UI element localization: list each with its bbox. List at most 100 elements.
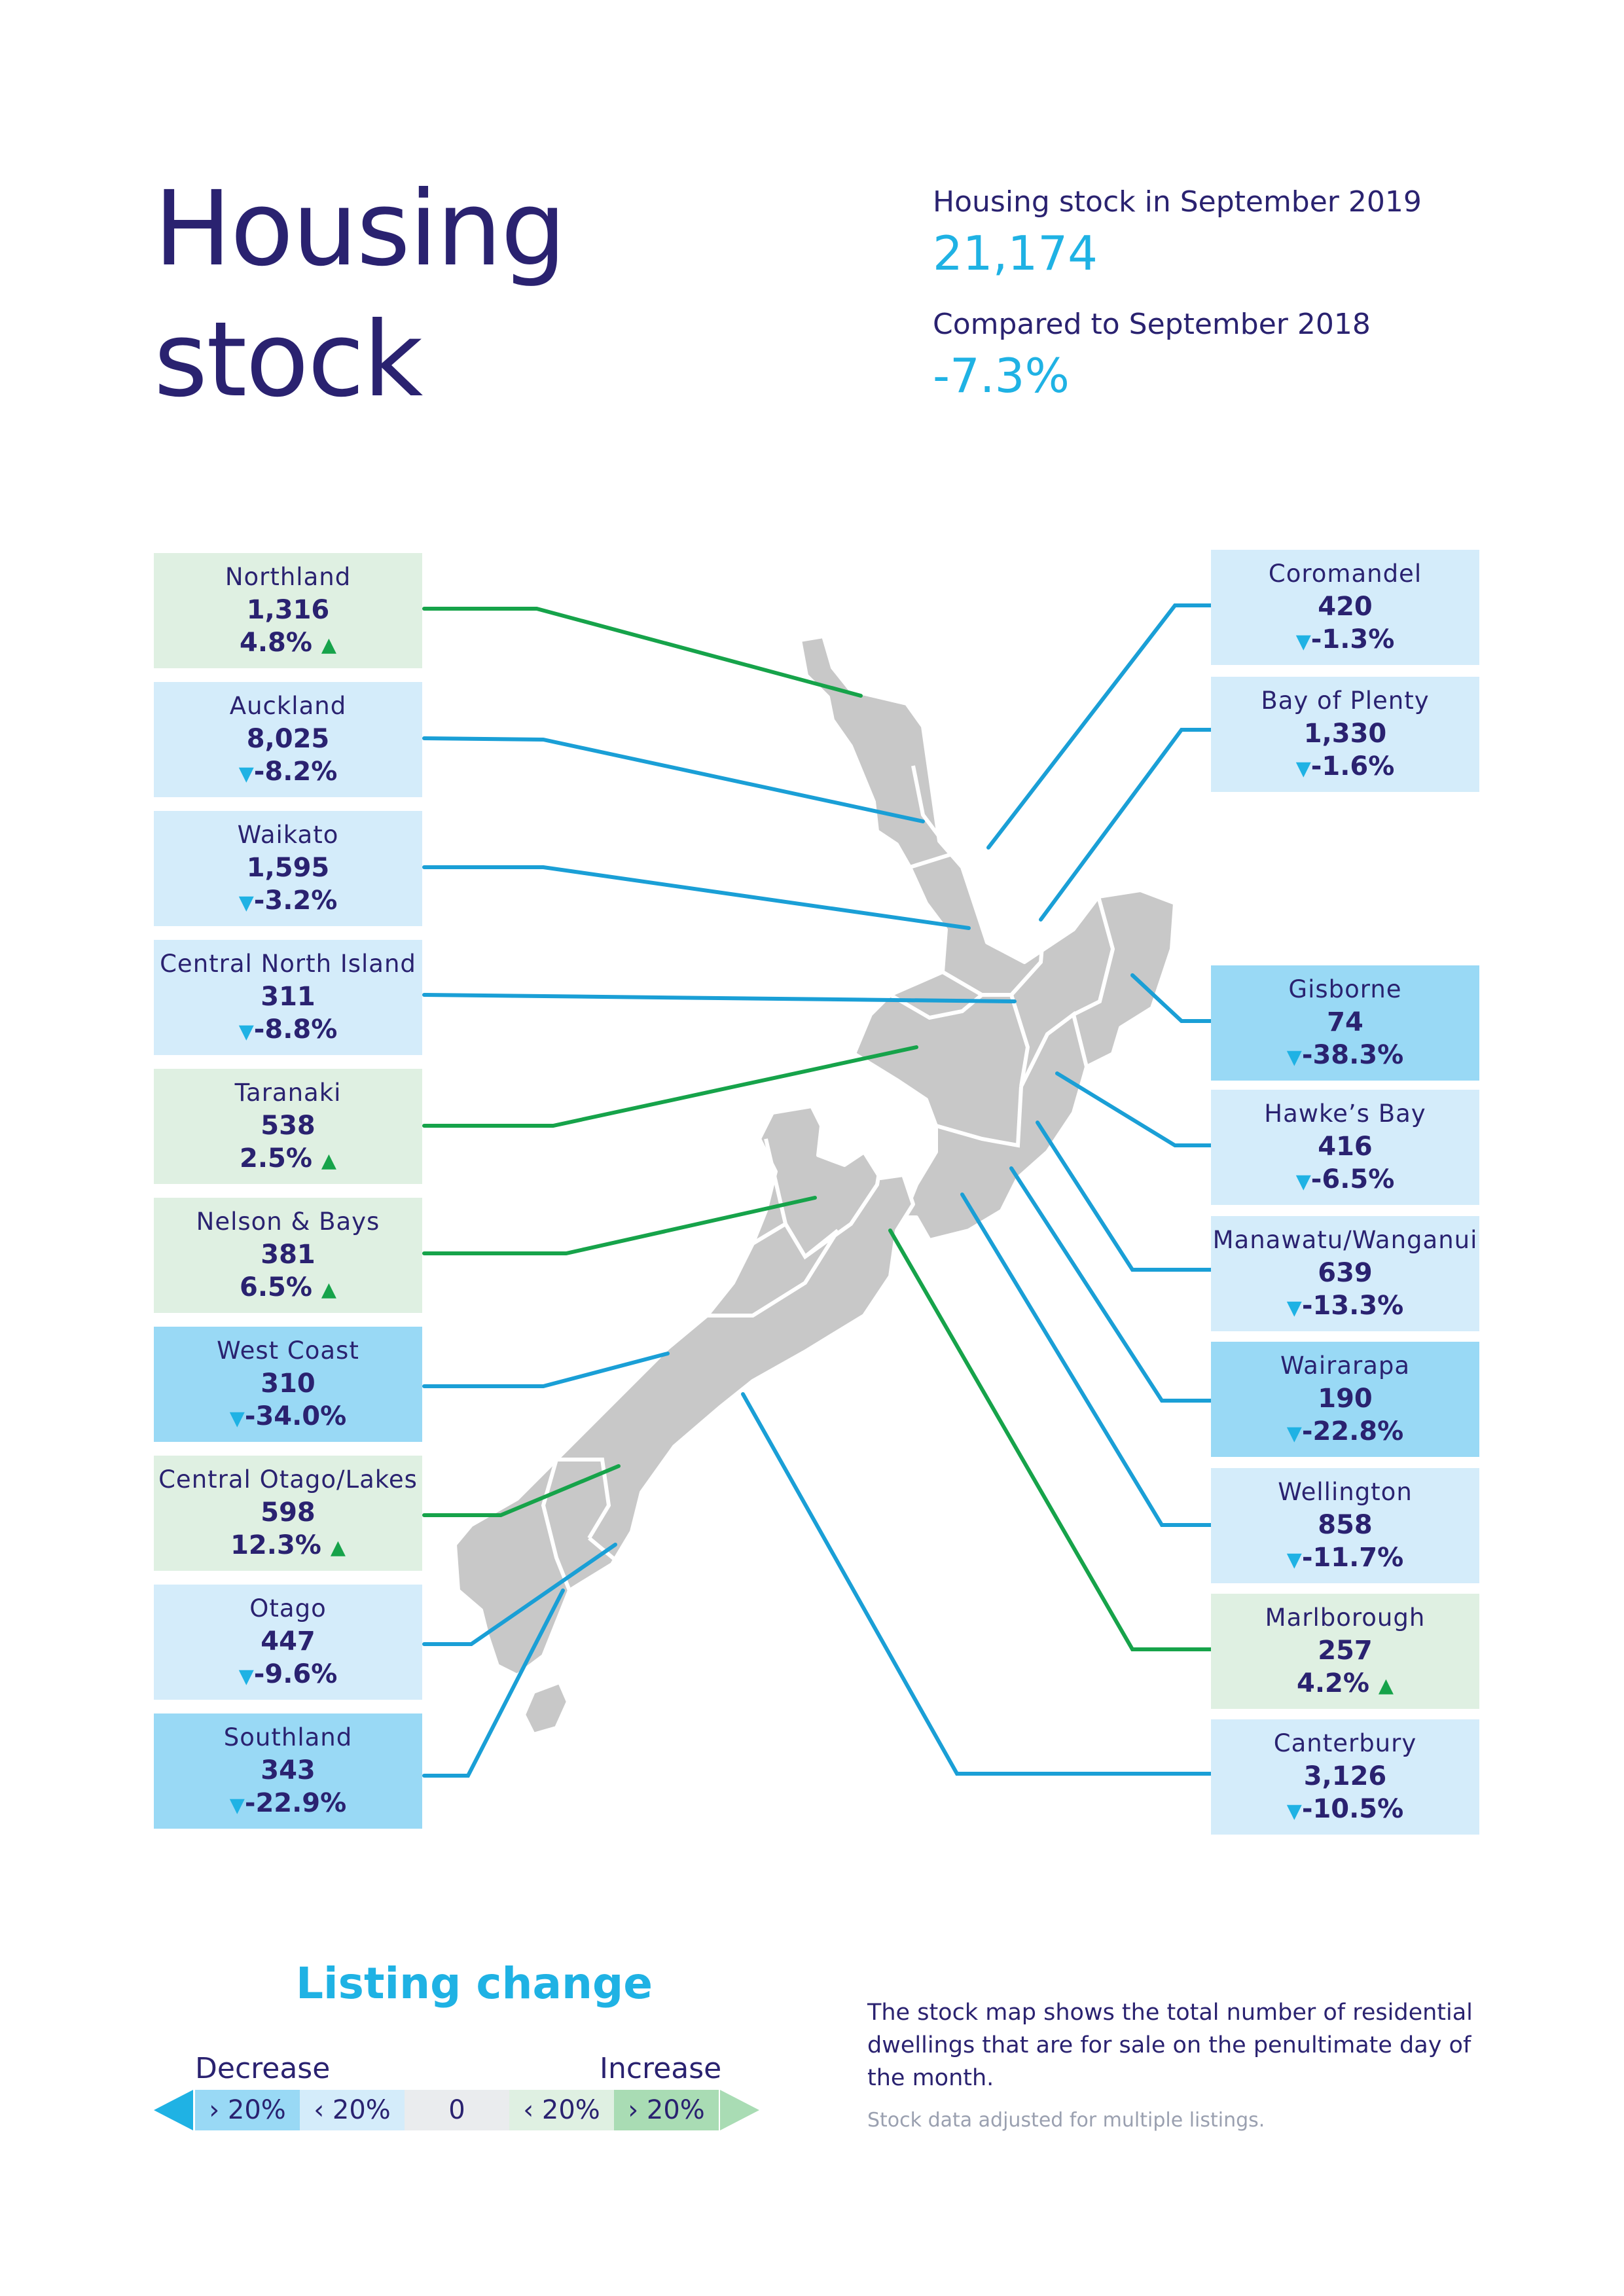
region-stock-value: 74 — [1327, 1007, 1363, 1037]
border-otago-lakes — [556, 1458, 611, 1539]
region-name: Waikato — [237, 821, 339, 849]
region-change-value: -22.8% — [1301, 1416, 1404, 1446]
legend-arrow-left-icon — [154, 2090, 193, 2130]
border-auckland-waikato — [909, 848, 989, 943]
region-change-value: 4.2% — [1297, 1668, 1369, 1698]
region-name: Wellington — [1278, 1478, 1413, 1506]
triangle-down-icon: ▼ — [238, 1665, 254, 1688]
region-box-nelson-bays: Nelson & Bays 381 6.5% ▲ — [154, 1198, 422, 1313]
leader-line-nelson-bays — [422, 1196, 817, 1255]
region-stock-value: 257 — [1318, 1636, 1373, 1666]
region-change: ▼-34.0% — [154, 1400, 422, 1435]
triangle-down-icon: ▼ — [1286, 1549, 1302, 1571]
region-change-value: -8.2% — [253, 757, 338, 787]
region-box-taranaki: Taranaki 538 2.5% ▲ — [154, 1069, 422, 1184]
leader-line-gisborne — [1130, 973, 1213, 1023]
region-name: Manawatu/Wanganui — [1212, 1226, 1478, 1254]
border-cni — [941, 970, 1030, 1087]
region-change: ▼-9.6% — [154, 1658, 422, 1693]
triangle-down-icon: ▼ — [1286, 1422, 1302, 1445]
legend-segment-decrease-under-20: ‹ 20% — [300, 2090, 405, 2130]
triangle-down-icon: ▼ — [238, 1020, 254, 1043]
region-change-value: 6.5% — [240, 1272, 312, 1302]
region-box-central-north-island: Central North Island 311 ▼-8.8% — [154, 940, 422, 1055]
triangle-up-icon: ▲ — [1378, 1674, 1394, 1697]
border-hawkesbay — [1019, 1011, 1089, 1088]
north-island-borders — [889, 765, 1115, 1148]
triangle-down-icon: ▼ — [1295, 1170, 1311, 1193]
stewart-island-shape — [522, 1680, 570, 1736]
region-stock-value: 310 — [261, 1369, 316, 1399]
compare-label: Compared to September 2018 — [933, 308, 1371, 341]
border-waikato-bop — [985, 880, 1050, 997]
legend-segment-increase-under-20: ‹ 20% — [509, 2090, 614, 2130]
triangle-down-icon: ▼ — [1286, 1297, 1302, 1319]
triangle-up-icon: ▲ — [321, 1149, 336, 1172]
region-name: Central Otago/Lakes — [158, 1465, 418, 1494]
page-title: Housing stock — [154, 164, 566, 425]
region-change-value: -11.7% — [1301, 1543, 1404, 1573]
leader-line-central-north-island — [422, 993, 1017, 1003]
leader-line-otago — [422, 1543, 617, 1646]
region-stock-value: 190 — [1318, 1384, 1373, 1414]
region-box-southland: Southland 343 ▼-22.9% — [154, 1713, 422, 1829]
region-change: 12.3% ▲ — [154, 1529, 422, 1564]
region-change-value: -6.5% — [1310, 1164, 1395, 1194]
region-stock-value: 598 — [261, 1498, 316, 1528]
region-box-central-otago-lakes: Central Otago/Lakes 598 12.3% ▲ — [154, 1456, 422, 1571]
leader-line-west-coast — [422, 1352, 670, 1388]
region-box-gisborne: Gisborne 74 ▼-38.3% — [1211, 965, 1479, 1081]
region-box-otago: Otago 447 ▼-9.6% — [154, 1585, 422, 1700]
region-stock-value: 447 — [261, 1626, 316, 1657]
region-change: ▼-11.7% — [1211, 1541, 1479, 1577]
region-change: ▼-1.3% — [1211, 623, 1479, 658]
leader-line-marlborough — [888, 1229, 1213, 1651]
region-name: Northland — [225, 563, 352, 591]
leader-line-southland — [422, 1588, 565, 1778]
region-change: ▼-22.9% — [154, 1787, 422, 1822]
border-gisborne — [1072, 896, 1115, 1016]
region-box-northland: Northland 1,316 4.8% ▲ — [154, 553, 422, 668]
region-name: Hawke’s Bay — [1264, 1100, 1426, 1128]
region-name: Canterbury — [1273, 1729, 1417, 1757]
legend-segment-increase-over-20: › 20% — [614, 2090, 719, 2130]
region-change-value: -1.6% — [1310, 751, 1395, 781]
leader-line-coromandel — [986, 603, 1213, 850]
region-change: 2.5% ▲ — [154, 1142, 422, 1177]
south-island-shape — [453, 1104, 915, 1677]
leader-line-canterbury — [741, 1392, 1213, 1776]
border-otago — [569, 1536, 632, 1600]
region-change-value: -8.8% — [253, 1014, 338, 1045]
region-change-value: -3.2% — [253, 886, 338, 916]
region-box-west-coast: West Coast 310 ▼-34.0% — [154, 1327, 422, 1442]
legend-segment-decrease-over-20: › 20% — [195, 2090, 300, 2130]
region-stock-value: 343 — [261, 1755, 316, 1785]
region-name: Central North Island — [160, 950, 416, 978]
region-stock-value: 538 — [261, 1111, 316, 1141]
region-change: 4.2% ▲ — [1211, 1667, 1479, 1702]
region-box-auckland: Auckland 8,025 ▼-8.2% — [154, 682, 422, 797]
region-name: Taranaki — [234, 1079, 342, 1107]
leader-line-hawke-s-bay — [1055, 1071, 1213, 1147]
map-description: The stock map shows the total number of … — [867, 2000, 1473, 2091]
stock-label: Housing stock in September 2019 — [933, 185, 1422, 219]
triangle-up-icon: ▲ — [330, 1536, 346, 1559]
region-stock-value: 1,595 — [246, 853, 330, 883]
region-change-value: -13.3% — [1301, 1291, 1404, 1321]
region-change: ▼-8.2% — [154, 755, 422, 791]
region-box-wellington: Wellington 858 ▼-11.7% — [1211, 1468, 1479, 1583]
region-name: Nelson & Bays — [196, 1208, 380, 1236]
region-name: Wairarapa — [1280, 1352, 1411, 1380]
region-box-manawatu-wanganui: Manawatu/Wanganui 639 ▼-13.3% — [1211, 1216, 1479, 1331]
triangle-down-icon: ▼ — [238, 762, 254, 785]
region-box-marlborough: Marlborough 257 4.2% ▲ — [1211, 1594, 1479, 1709]
region-stock-value: 416 — [1318, 1132, 1373, 1162]
page-title-line: stock — [154, 300, 423, 420]
region-change-value: -34.0% — [244, 1401, 347, 1431]
region-name: Bay of Plenty — [1261, 687, 1430, 715]
leader-line-taranaki — [422, 1045, 918, 1128]
region-box-coromandel: Coromandel 420 ▼-1.3% — [1211, 550, 1479, 665]
region-change: ▼-10.5% — [1211, 1793, 1479, 1828]
region-stock-value: 3,126 — [1303, 1761, 1387, 1791]
